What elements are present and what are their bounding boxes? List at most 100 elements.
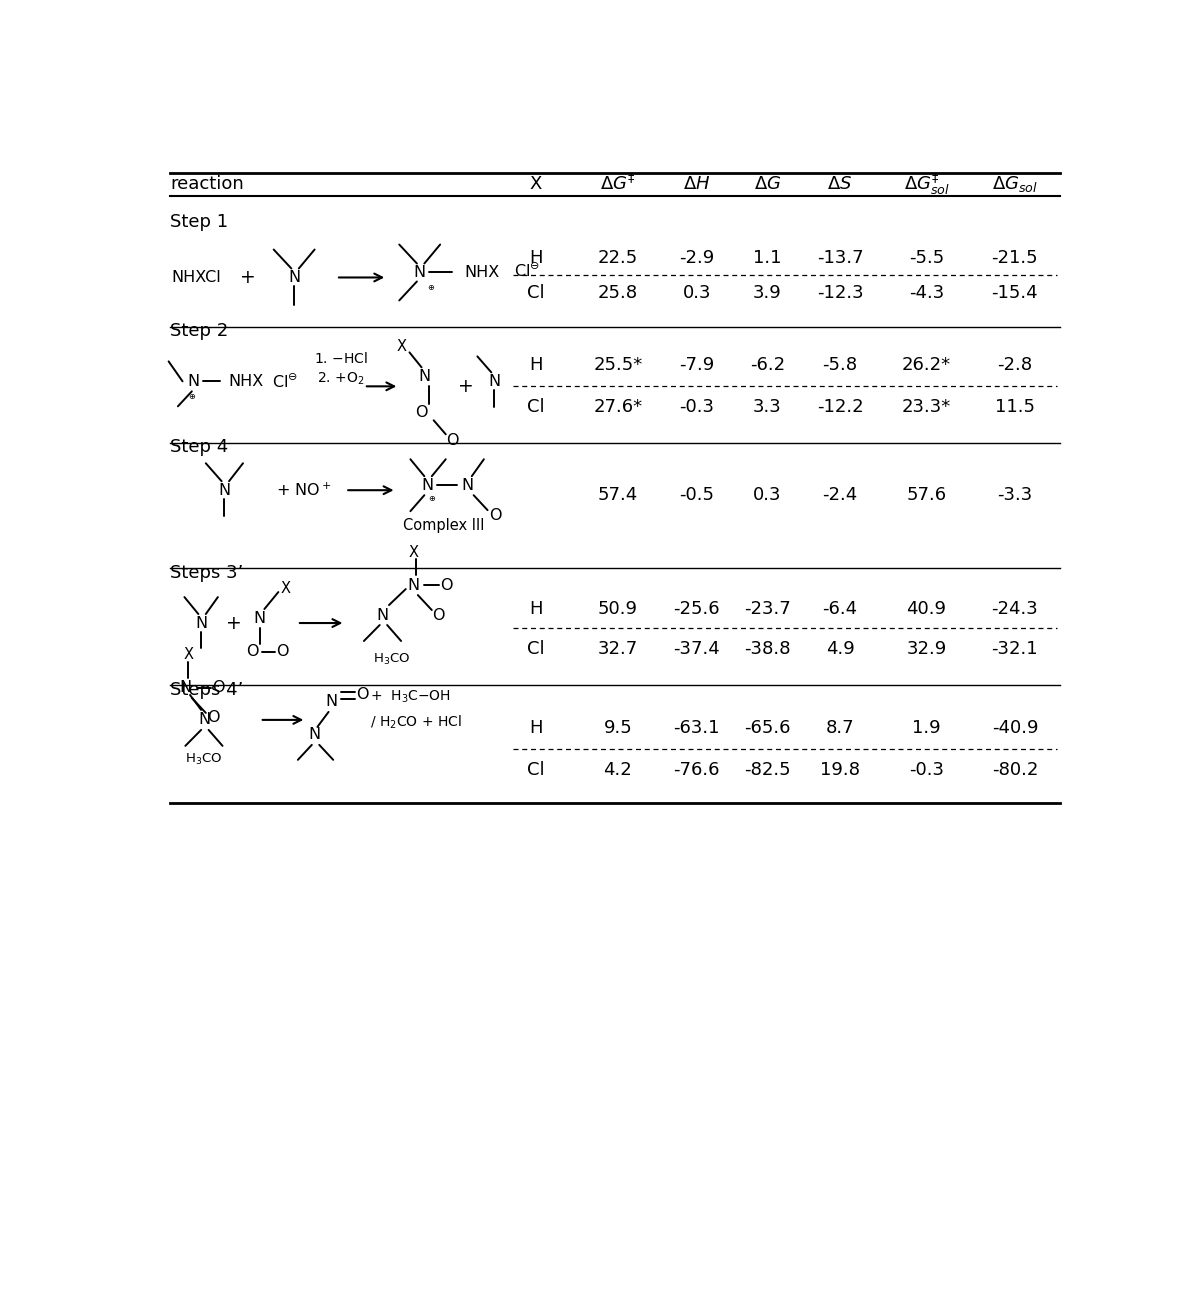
- Text: Cl: Cl: [527, 639, 545, 658]
- Text: 0.3: 0.3: [754, 486, 781, 505]
- Text: N: N: [325, 694, 337, 709]
- Text: N: N: [187, 374, 199, 389]
- Text: -4.3: -4.3: [908, 284, 944, 302]
- Text: N: N: [488, 374, 500, 389]
- Text: +: +: [458, 377, 474, 396]
- Text: $\Delta G^{\ddagger}_{sol}$: $\Delta G^{\ddagger}_{sol}$: [904, 171, 949, 197]
- Text: -12.3: -12.3: [817, 284, 863, 302]
- Text: 25.5*: 25.5*: [593, 357, 642, 375]
- Text: -12.2: -12.2: [817, 398, 863, 416]
- Text: -15.4: -15.4: [991, 284, 1038, 302]
- Text: -38.8: -38.8: [744, 639, 791, 658]
- Text: Cl: Cl: [527, 761, 545, 778]
- Text: 8.7: 8.7: [826, 719, 854, 737]
- Text: Cl$^{\ominus}$: Cl$^{\ominus}$: [514, 262, 540, 279]
- Text: -63.1: -63.1: [673, 719, 720, 737]
- Text: H: H: [529, 249, 542, 266]
- Text: NHXCl: NHXCl: [172, 270, 221, 285]
- Text: N: N: [461, 477, 473, 493]
- Text: -2.4: -2.4: [822, 486, 858, 505]
- Text: N: N: [308, 728, 320, 742]
- Text: 19.8: 19.8: [820, 761, 860, 778]
- Text: X: X: [529, 175, 542, 193]
- Text: reaction: reaction: [170, 175, 245, 193]
- Text: 0.3: 0.3: [683, 284, 712, 302]
- Text: O: O: [488, 507, 502, 523]
- Text: H: H: [529, 601, 542, 619]
- Text: 1.1: 1.1: [754, 249, 781, 266]
- Text: $^{\oplus}$: $^{\oplus}$: [427, 494, 436, 507]
- Text: $\Delta S$: $\Delta S$: [828, 175, 853, 193]
- Text: -40.9: -40.9: [991, 719, 1038, 737]
- Text: 32.9: 32.9: [906, 639, 947, 658]
- Text: N: N: [414, 265, 426, 280]
- Text: 57.6: 57.6: [906, 486, 947, 505]
- Text: +: +: [226, 613, 241, 633]
- Text: Step 4: Step 4: [170, 438, 229, 457]
- Text: -0.5: -0.5: [679, 486, 714, 505]
- Text: Step 1: Step 1: [170, 213, 228, 231]
- Text: -6.4: -6.4: [822, 601, 858, 619]
- Text: 32.7: 32.7: [598, 639, 638, 658]
- Text: -13.7: -13.7: [817, 249, 863, 266]
- Text: O: O: [432, 607, 444, 623]
- Text: $\Delta H$: $\Delta H$: [683, 175, 710, 193]
- Text: N: N: [179, 681, 192, 695]
- Text: H$_3$CO: H$_3$CO: [373, 651, 410, 667]
- Text: $^{\oplus}$: $^{\oplus}$: [427, 284, 434, 297]
- Text: 40.9: 40.9: [906, 601, 947, 619]
- Text: -24.3: -24.3: [991, 601, 1038, 619]
- Text: $\Delta G$: $\Delta G$: [754, 175, 781, 193]
- Text: -65.6: -65.6: [744, 719, 791, 737]
- Text: -82.5: -82.5: [744, 761, 791, 778]
- Text: N: N: [421, 477, 433, 493]
- Text: O: O: [440, 577, 452, 593]
- Text: 26.2*: 26.2*: [902, 357, 952, 375]
- Text: H$_3$CO: H$_3$CO: [185, 752, 223, 768]
- Text: Steps 4’: Steps 4’: [170, 681, 244, 699]
- Text: 4.2: 4.2: [604, 761, 632, 778]
- Text: Step 2: Step 2: [170, 323, 229, 340]
- Text: O: O: [206, 711, 220, 725]
- Text: -76.6: -76.6: [673, 761, 720, 778]
- Text: -23.7: -23.7: [744, 601, 791, 619]
- Text: $\Delta G^{\ddagger}$: $\Delta G^{\ddagger}$: [600, 174, 636, 195]
- Text: H: H: [529, 719, 542, 737]
- Text: N: N: [218, 482, 230, 498]
- Text: $^{\oplus}$: $^{\oplus}$: [187, 393, 196, 406]
- Text: N: N: [196, 616, 208, 630]
- Text: -32.1: -32.1: [991, 639, 1038, 658]
- Text: Cl: Cl: [527, 398, 545, 416]
- Text: 57.4: 57.4: [598, 486, 638, 505]
- Text: N: N: [198, 712, 210, 728]
- Text: / H$_2$CO + HCl: / H$_2$CO + HCl: [371, 713, 462, 730]
- Text: NHX: NHX: [228, 374, 264, 389]
- Text: -7.9: -7.9: [679, 357, 714, 375]
- Text: -37.4: -37.4: [673, 639, 720, 658]
- Text: -0.3: -0.3: [679, 398, 714, 416]
- Text: $\Delta G_{sol}$: $\Delta G_{sol}$: [992, 174, 1038, 195]
- Text: -5.5: -5.5: [908, 249, 944, 266]
- Text: 25.8: 25.8: [598, 284, 638, 302]
- Text: 50.9: 50.9: [598, 601, 637, 619]
- Text: Cl: Cl: [527, 284, 545, 302]
- Text: H: H: [529, 357, 542, 375]
- Text: O: O: [276, 645, 288, 659]
- Text: 27.6*: 27.6*: [593, 398, 642, 416]
- Text: + NO$^+$: + NO$^+$: [276, 481, 331, 499]
- Text: 1. $-$HCl: 1. $-$HCl: [313, 351, 367, 366]
- Text: N: N: [419, 368, 431, 384]
- Text: O: O: [246, 645, 258, 659]
- Text: 22.5: 22.5: [598, 249, 638, 266]
- Text: -0.3: -0.3: [910, 761, 944, 778]
- Text: 11.5: 11.5: [995, 398, 1034, 416]
- Text: -2.9: -2.9: [679, 249, 714, 266]
- Text: +  H$_3$C$-$OH: + H$_3$C$-$OH: [371, 689, 451, 706]
- Text: N: N: [288, 270, 300, 285]
- Text: 3.3: 3.3: [754, 398, 782, 416]
- Text: O: O: [415, 405, 428, 420]
- Text: -5.8: -5.8: [822, 357, 858, 375]
- Text: X: X: [396, 339, 406, 354]
- Text: -2.8: -2.8: [997, 357, 1032, 375]
- Text: Cl$^{\ominus}$: Cl$^{\ominus}$: [272, 372, 298, 390]
